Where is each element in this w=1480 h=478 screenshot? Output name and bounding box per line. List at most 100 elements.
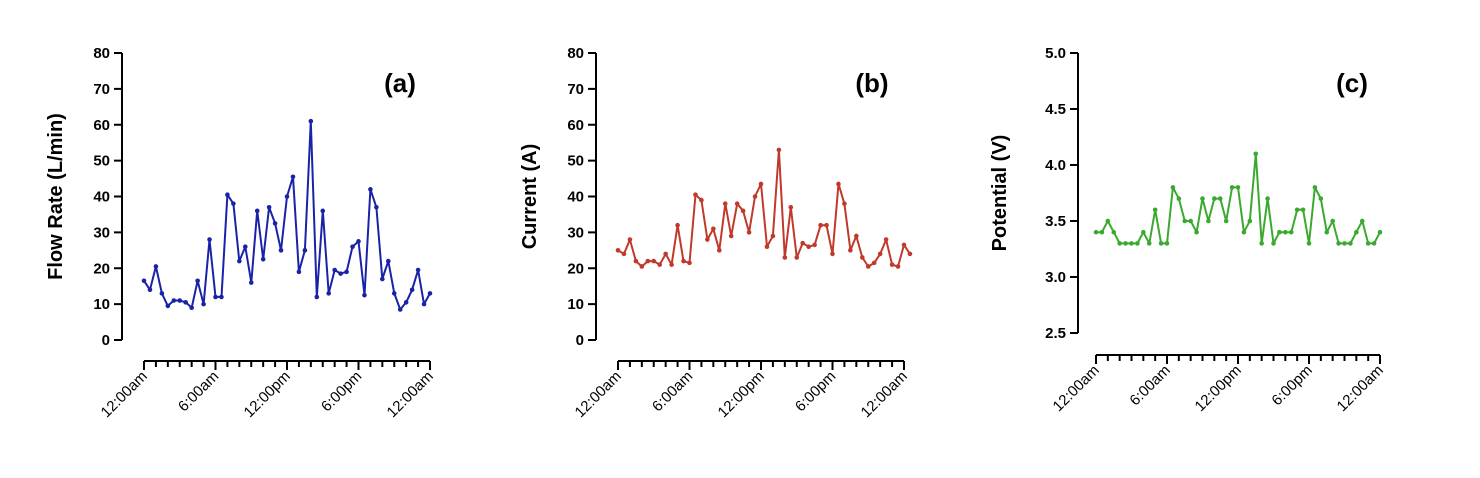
data-point xyxy=(1283,229,1288,235)
data-point xyxy=(1164,241,1170,246)
y-axis-title: Potential (V) xyxy=(989,135,1011,252)
data-point xyxy=(356,239,361,244)
data-point xyxy=(1265,196,1270,201)
data-point xyxy=(165,303,171,309)
data-point xyxy=(1306,241,1312,246)
data-point xyxy=(1253,151,1259,157)
data-point xyxy=(1259,241,1264,246)
data-point xyxy=(1377,229,1383,235)
data-point xyxy=(266,204,272,210)
data-point xyxy=(219,294,224,300)
y-tick-label: 3.5 xyxy=(1045,213,1066,230)
data-point xyxy=(171,298,177,303)
data-point xyxy=(237,258,242,264)
data-point xyxy=(1359,218,1365,224)
data-point xyxy=(722,201,728,206)
y-tick-label: 0 xyxy=(102,332,110,349)
data-point xyxy=(859,255,865,260)
x-tick-label: 6:00pm xyxy=(1268,362,1315,409)
data-point xyxy=(675,222,680,228)
x-tick-label: 12:00am xyxy=(98,368,151,421)
data-point xyxy=(1354,229,1359,235)
y-tick-label: 60 xyxy=(93,117,110,134)
y-tick-label: 3.0 xyxy=(1045,269,1066,286)
y-tick-label: 70 xyxy=(567,81,584,98)
y-tick-label: 70 xyxy=(93,81,110,98)
data-point xyxy=(421,301,427,307)
x-tick-label: 6:00pm xyxy=(792,368,839,415)
x-tick-label: 12:00am xyxy=(384,368,437,421)
data-point xyxy=(645,258,651,264)
data-point xyxy=(800,240,806,246)
data-point xyxy=(1241,229,1247,235)
data-point xyxy=(391,291,397,296)
y-tick-label: 20 xyxy=(567,260,584,277)
data-point xyxy=(633,258,639,264)
data-point xyxy=(865,264,871,269)
series-line xyxy=(617,148,911,268)
data-point xyxy=(782,255,788,260)
data-point xyxy=(415,267,421,273)
data-point xyxy=(1093,229,1099,235)
series-line xyxy=(143,120,431,311)
data-point xyxy=(728,233,734,239)
x-tick-label: 6:00am xyxy=(1126,362,1173,409)
data-point xyxy=(195,278,200,284)
data-point xyxy=(1342,241,1347,246)
data-point xyxy=(302,248,308,253)
data-point xyxy=(889,262,895,267)
data-point xyxy=(788,204,794,210)
data-point xyxy=(1194,229,1199,235)
data-point xyxy=(397,307,403,312)
data-point xyxy=(1146,241,1152,246)
data-point xyxy=(752,194,758,199)
y-tick-label: 5.0 xyxy=(1045,45,1066,62)
y-tick-label: 10 xyxy=(93,296,110,313)
x-tick-label: 12:00pm xyxy=(1192,362,1245,415)
data-point xyxy=(344,269,349,275)
data-point xyxy=(627,237,633,242)
y-axis-title: Current (A) xyxy=(519,144,541,250)
data-point xyxy=(362,292,367,298)
data-point xyxy=(1336,241,1341,246)
data-point xyxy=(296,269,302,275)
data-point xyxy=(824,222,829,228)
data-point xyxy=(854,233,859,239)
data-point xyxy=(657,262,663,267)
data-point xyxy=(1300,207,1306,213)
data-point xyxy=(1271,241,1276,246)
data-point xyxy=(806,244,811,250)
y-tick-label: 30 xyxy=(93,224,110,241)
data-point xyxy=(409,287,415,293)
data-point xyxy=(711,226,716,232)
x-tick-label: 6:00am xyxy=(649,368,696,415)
data-point xyxy=(141,278,147,284)
data-point xyxy=(758,181,764,187)
data-point xyxy=(770,233,776,239)
y-tick-label: 50 xyxy=(567,153,584,170)
data-point xyxy=(1099,229,1105,235)
data-point xyxy=(284,194,290,199)
data-point xyxy=(326,291,332,296)
data-point xyxy=(1330,218,1335,224)
data-point xyxy=(385,258,391,264)
data-point xyxy=(1176,196,1182,201)
data-point xyxy=(651,258,657,264)
y-axis-title: Flow Rate (L/min) xyxy=(45,113,67,280)
y-tick-label: 80 xyxy=(567,45,584,62)
data-point xyxy=(895,264,901,269)
y-tick-label: 50 xyxy=(93,153,110,170)
data-point xyxy=(248,280,254,285)
data-point xyxy=(901,242,907,248)
data-point xyxy=(201,301,206,307)
data-point xyxy=(350,244,355,250)
data-point xyxy=(1182,218,1188,224)
data-point xyxy=(1141,229,1146,235)
data-point xyxy=(1371,241,1377,246)
panel-label: (b) xyxy=(855,68,888,98)
x-tick-label: 12:00pm xyxy=(715,368,768,421)
data-point xyxy=(1158,241,1164,246)
data-point xyxy=(764,244,770,250)
data-point xyxy=(1277,229,1282,235)
data-point xyxy=(705,237,710,242)
